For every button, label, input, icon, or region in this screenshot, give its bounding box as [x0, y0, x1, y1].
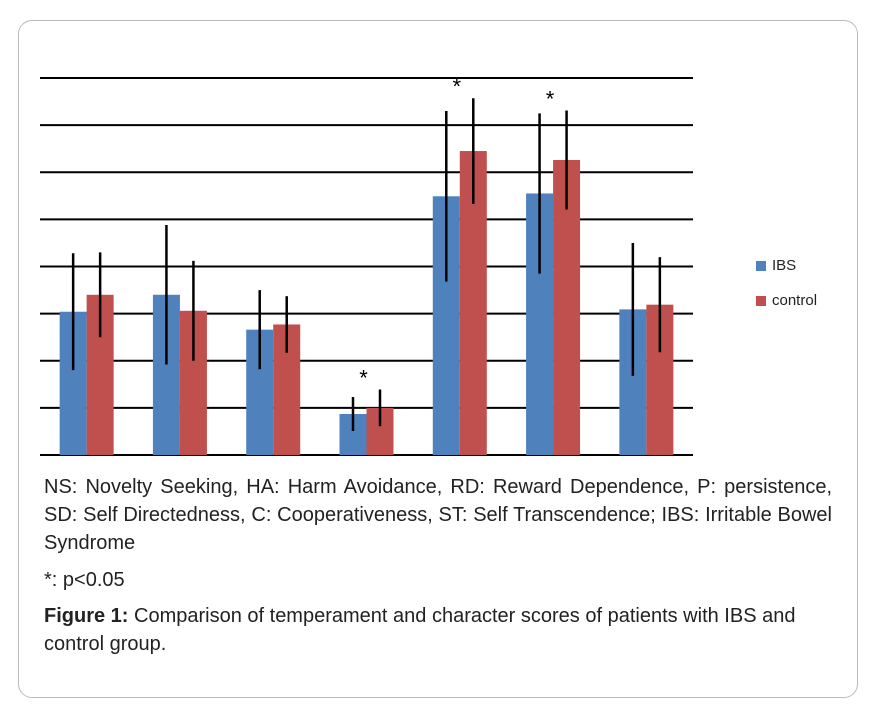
figure-text: Comparison of temperament and character …	[44, 605, 796, 655]
legend-swatch	[756, 261, 766, 271]
caption-figure: Figure 1: Comparison of temperament and …	[44, 602, 832, 658]
annotation: *	[359, 365, 368, 390]
frame	[18, 20, 858, 698]
annotation: *	[546, 86, 555, 111]
caption-significance: *: p<0.05	[44, 569, 125, 591]
caption-definitions: NS: Novelty Seeking, HA: Harm Avoidance,…	[44, 476, 832, 554]
legend-swatch	[756, 296, 766, 306]
figure-label: Figure 1:	[44, 605, 129, 627]
legend-label: control	[772, 292, 817, 309]
legend-label: IBS	[772, 257, 796, 274]
chart: * * * IBS control	[40, 74, 817, 456]
annotation: *	[453, 74, 462, 99]
